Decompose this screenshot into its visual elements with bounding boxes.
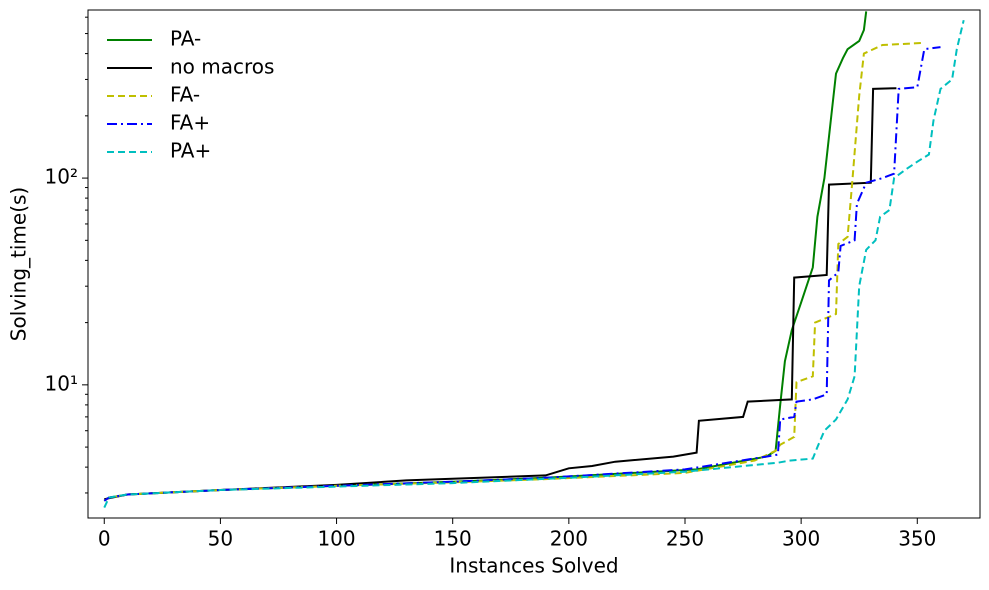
- x-tick-label: 350: [898, 527, 936, 551]
- x-tick-label: 150: [434, 527, 472, 551]
- series-line: [103, 11, 868, 502]
- x-tick-label: 100: [317, 527, 355, 551]
- y-tick-label: 10²: [45, 165, 78, 189]
- x-tick-label: 300: [782, 527, 820, 551]
- x-tick-label: 50: [208, 527, 233, 551]
- legend-label: FA+: [170, 111, 210, 135]
- x-tick-label: 0: [98, 527, 111, 551]
- x-axis-label: Instances Solved: [449, 554, 618, 578]
- plot-frame: [87, 9, 981, 519]
- series-line: [103, 42, 922, 502]
- x-tick-label: 250: [666, 527, 704, 551]
- legend-label: PA+: [170, 139, 211, 163]
- series-line: [104, 87, 897, 501]
- legend-label: PA-: [170, 27, 201, 51]
- x-tick-label: 200: [550, 527, 588, 551]
- series-line: [103, 46, 941, 502]
- legend-label: FA-: [170, 83, 200, 107]
- y-tick-label: 10¹: [45, 371, 78, 395]
- series-line: [103, 19, 965, 509]
- legend-label: no macros: [170, 55, 274, 79]
- y-axis-label: Solving_time(s): [7, 187, 31, 341]
